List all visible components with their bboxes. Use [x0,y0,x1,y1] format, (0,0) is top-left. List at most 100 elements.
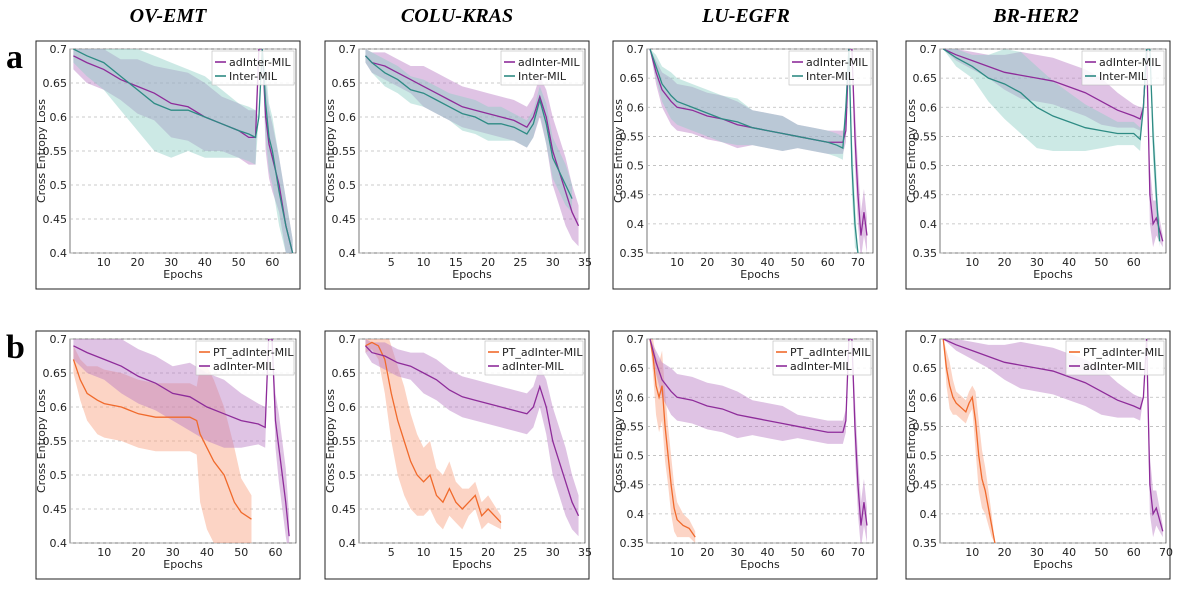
y-axis-label: Cross Entropy Loss [905,389,918,493]
x-tick-label: 60 [265,256,279,269]
x-tick-label: 50 [232,256,246,269]
plot-content [942,339,1164,543]
x-tick-label: 30 [546,256,560,269]
series-line-adInter [364,345,580,517]
y-tick-label: 0.6 [50,111,68,124]
chart-panel-b-lu: 0.35 0.4 0.45 0.5 0.55 0.6 0.65 0.7 10 20 30 40 50 60… [612,330,878,580]
x-tick-label: 50 [1094,546,1108,559]
y-tick-label: 0.35 [913,537,938,550]
y-tick-label: 0.4 [339,537,357,550]
band-PT [365,339,502,530]
row-label-a: a [6,39,23,76]
band-Inter [650,49,858,253]
y-tick-label: 0.65 [43,77,68,90]
y-tick-label: 0.55 [913,420,938,433]
legend-label: Inter-MIL [229,70,278,83]
legend-box [211,50,295,86]
legend-label: PT_adInter-MIL [502,346,583,359]
y-tick-label: 0.5 [627,160,645,173]
legend-label: PT_adInter-MIL [790,346,871,359]
y-tick-label: 0.6 [339,111,357,124]
y-axis-label: Cross Entropy Loss [612,99,625,203]
x-tick-label: 40 [761,256,775,269]
chart-panel-b-br: 0.35 0.4 0.45 0.5 0.55 0.6 0.65 0.7 10 20 30 40 50 60… [905,330,1173,580]
band-adInter [943,49,1163,248]
y-tick-label: 0.45 [620,189,645,202]
y-tick-label: 0.4 [339,247,357,260]
band-Inter [943,49,1160,248]
x-tick-label: 30 [164,256,178,269]
plot-content [72,339,290,543]
x-axis-label: Epochs [1033,558,1073,571]
y-tick-label: 0.6 [627,101,645,114]
column-title-2: COLU-KRAS [401,5,513,27]
series-line-Inter [73,49,294,253]
y-tick-label: 0.6 [920,101,938,114]
y-axis-label: Cross Entropy Loss [35,99,48,203]
plot-content [649,339,868,543]
chart-panel-a-br: 0.35 0.4 0.45 0.5 0.55 0.6 0.65 0.7 10 20 30 40 50 60… [905,40,1171,290]
x-tick-label: 25 [513,546,527,559]
x-tick-label: 30 [1030,256,1044,269]
x-tick-label: 30 [166,546,180,559]
x-tick-label: 20 [700,546,714,559]
plot-area [646,48,874,254]
legend-label: adInter-MIL [518,56,581,69]
x-tick-label: 5 [388,546,395,559]
y-tick-label: 0.55 [43,145,68,158]
y-tick-label: 0.7 [627,43,645,56]
x-axis-label: Epochs [740,558,780,571]
y-tick-label: 0.5 [50,179,68,192]
x-tick-label: 30 [730,256,744,269]
x-tick-label: 70 [1159,546,1173,559]
column-title-3: LU-EGFR [701,5,790,27]
x-axis-label: Epochs [1033,268,1073,281]
x-tick-label: 15 [449,256,463,269]
chart-panel-b-colu: 0.4 0.45 0.5 0.55 0.6 0.65 0.7 5 10 15 20 25 30 35 Epo… [324,330,592,580]
x-tick-label: 20 [481,546,495,559]
plot-content [942,49,1164,248]
x-tick-label: 50 [791,256,805,269]
x-tick-label: 40 [198,256,212,269]
y-tick-label: 0.65 [332,77,357,90]
y-tick-label: 0.45 [332,213,357,226]
legend-label: adInter-MIL [1099,56,1162,69]
y-tick-label: 0.7 [50,43,68,56]
x-axis-label: Epochs [740,268,780,281]
legend-label: PT_adInter-MIL [1083,346,1164,359]
legend-box [772,340,872,376]
chart-panel-a-lu: 0.35 0.4 0.45 0.5 0.55 0.6 0.65 0.7 10 20 30 40 50 60… [612,40,878,290]
x-tick-label: 30 [730,546,744,559]
band-adInter [73,339,290,543]
y-tick-label: 0.4 [627,508,645,521]
band-Inter [365,49,573,213]
plot-content [364,339,580,537]
y-tick-label: 0.4 [920,508,938,521]
y-axis-label: Cross Entropy Loss [324,389,337,493]
y-tick-label: 0.6 [339,401,357,414]
y-tick-label: 0.65 [913,72,938,85]
y-tick-label: 0.35 [620,247,645,260]
band-adInter [73,49,293,253]
y-tick-label: 0.55 [43,435,68,448]
plot-area [939,338,1167,544]
y-axis-label: Cross Entropy Loss [35,389,48,493]
x-tick-label: 20 [131,546,145,559]
x-tick-label: 70 [851,546,865,559]
x-tick-label: 60 [821,546,835,559]
y-tick-label: 0.45 [43,213,68,226]
legend-label: PT_adInter-MIL [213,346,294,359]
band-adInter [650,339,867,543]
y-tick-label: 0.35 [913,247,938,260]
y-tick-label: 0.45 [913,189,938,202]
legend-box [195,340,295,376]
band-adInter [365,339,579,537]
chart-panel-a-ov: 0.4 0.45 0.5 0.55 0.6 0.65 0.7 10 20 30 40 50 60 Epoc… [35,40,301,290]
y-tick-label: 0.5 [920,160,938,173]
legend-box [1081,50,1165,86]
